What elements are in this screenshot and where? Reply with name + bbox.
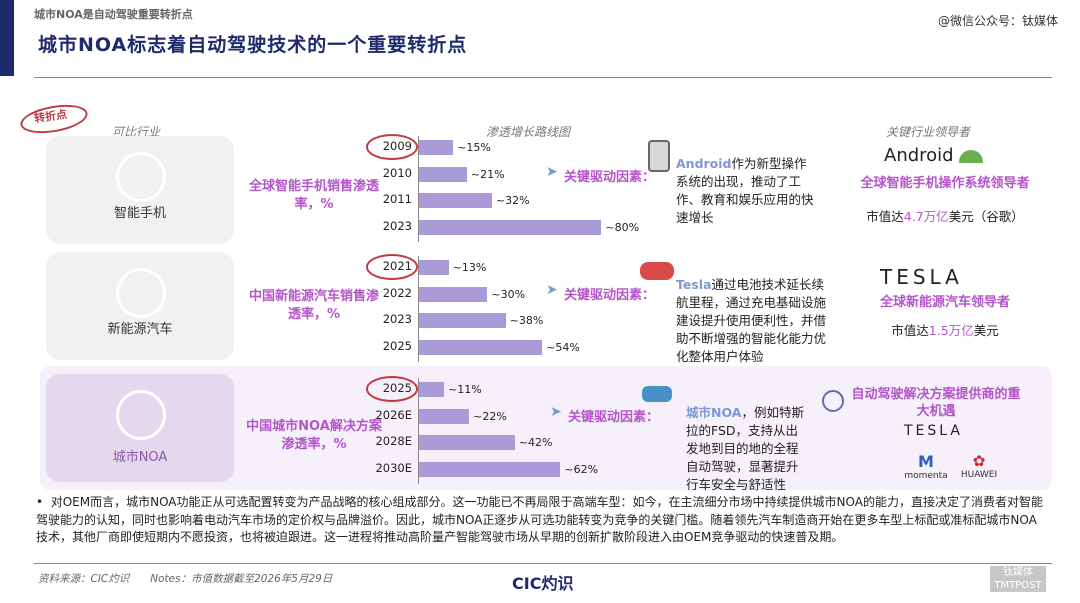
metric-label: 全球智能手机销售渗透率，% [248,179,379,212]
driver-arrow-icon: ➤ [550,404,562,420]
bar-value-label: ~80% [605,220,640,234]
ev-icon [116,268,166,318]
driver-label: 关键驱动因素： [568,410,660,425]
penetration-bar [419,408,470,424]
bar-value-label: ~21% [470,167,505,181]
year-label: 2023 [382,312,412,326]
tesla-logo-small: TESLA [904,423,963,439]
penetration-bar [419,260,449,275]
autonomous-car-icon [642,386,672,402]
footer-divider [34,563,1052,564]
title-divider [34,77,1052,78]
highlight-term: 城市NOA [686,405,742,420]
chart-axis [418,136,419,242]
tmtpost-logo: 钛媒体 TMTPOST [990,566,1046,592]
driver-label: 关键驱动因素： [564,170,656,185]
penetration-bar [419,435,515,450]
year-label: 2011 [382,192,412,206]
year-label: 2025 [382,338,412,353]
first-year-circle [366,376,418,402]
first-year-circle [366,134,418,160]
first-year-circle [366,254,418,280]
bar-value-label: ~62% [564,462,599,476]
driver-arrow-icon: ➤ [546,282,558,298]
phone-icon [648,140,670,172]
penetration-bar [419,339,543,355]
penetration-bar [419,193,492,208]
huawei-logo: ✿ HUAWEI [960,452,998,480]
tesla-logo: TESLA [880,265,963,289]
year-label: 2030E [375,460,412,475]
year-label: 2026E [375,407,412,422]
android-robot-icon [959,149,984,163]
description-text: 作为新型操作系统的出现，推动了工作、教育和娱乐应用的快速增长 [676,156,814,225]
driver-description: Android作为新型操作系统的出现，推动了工作、教育和娱乐应用的快速增长 [676,155,816,227]
year-label: 2028E [375,434,412,448]
page-title: 城市NOA标志着自动驾驶技术的一个重要转折点 [38,34,468,56]
smartphone-icon [116,152,166,202]
car-icon [640,262,674,280]
driver-label: 关键驱动因素： [564,288,656,303]
description-text: ，例如特斯拉的FSD，支持从出发地到目的地的全程自动驾驶，显著提升行车安全与舒适… [686,405,804,492]
noa-icon [116,390,166,440]
market-cap: 市值达4.7万亿美元（谷歌） [866,209,1024,224]
summary-text: 对OEM而言，城市NOA功能正从可选配置转变为产品战略的核心组成部分。这一功能已… [36,495,1043,544]
year-label: 2023 [382,218,412,233]
year-label: 2022 [382,285,412,300]
bar-value-label: ~32% [495,194,530,207]
bar-value-label: ~54% [546,340,580,354]
bullet-icon: • [36,495,51,509]
column-header-path: 渗透增长路线图 [486,125,571,139]
highlight-term: Tesla [676,277,712,292]
bar-value-label: ~13% [452,261,487,274]
industry-label: 新能源汽车 [107,322,173,337]
penetration-bar [419,382,445,397]
market-cap: 市值达1.5万亿美元 [891,323,999,338]
chart-axis [418,378,419,484]
driver-arrow-icon: ➤ [546,164,558,180]
highlight-term: Android [676,156,732,171]
bar-value-label: ~11% [448,383,482,396]
metric-label: 中国城市NOA解决方案渗透率，% [246,419,382,452]
column-header-industry: 可比行业 [112,125,161,139]
android-logo: Android [884,145,984,166]
description-text: 通过电池技术延长续航里程，通过充电基础设施建设提升使用便利性，并借助不断增强的智… [676,277,827,364]
industry-label: 城市NOA [112,450,168,465]
summary-paragraph: • 对OEM而言，城市NOA功能正从可选配置转变为产品战略的核心组成部分。这一功… [36,494,1046,547]
bar-value-label: ~22% [473,409,507,423]
bar-value-label: ~30% [491,287,526,301]
bar-value-label: ~42% [518,436,553,449]
bar-value-label: ~15% [457,141,491,154]
penetration-bar [419,313,506,328]
penetration-bar [419,219,602,235]
bar-value-label: ~38% [509,314,544,327]
driver-description: 城市NOA，例如特斯拉的FSD，支持从出发地到目的地的全程自动驾驶，显著提升行车… [686,404,810,494]
column-header-leaders: 关键行业领导者 [886,125,971,139]
watermark: @微信公众号：钛媒体 [937,14,1058,28]
penetration-bar [419,286,488,302]
driver-description: Tesla通过电池技术延长续航里程，通过充电基础设施建设提升使用便利性，并借助不… [676,276,826,366]
leader-title: 自动驾驶解决方案提供商的重大机遇 [851,387,1021,419]
penetration-bar [419,140,454,155]
industry-label: 智能手机 [113,206,166,221]
year-label: 2010 [382,165,412,180]
section-label: 城市NOA是自动驾驶重要转折点 [34,8,193,21]
leader-title: 全球智能手机操作系统领导者 [860,176,1030,191]
source-note: 资料来源：CIC灼识 Notes：市值数据截至2026年5月29日 [38,573,333,585]
chart-axis [418,256,419,362]
header-accent-bar [0,0,14,76]
target-icon [822,390,844,412]
leader-title: 全球新能源汽车领导者 [879,295,1010,310]
cic-logo: CIC灼识 [512,574,574,593]
metric-label: 中国新能源汽车销售渗透率，% [248,289,379,322]
penetration-bar [419,461,561,477]
penetration-bar [419,166,467,182]
